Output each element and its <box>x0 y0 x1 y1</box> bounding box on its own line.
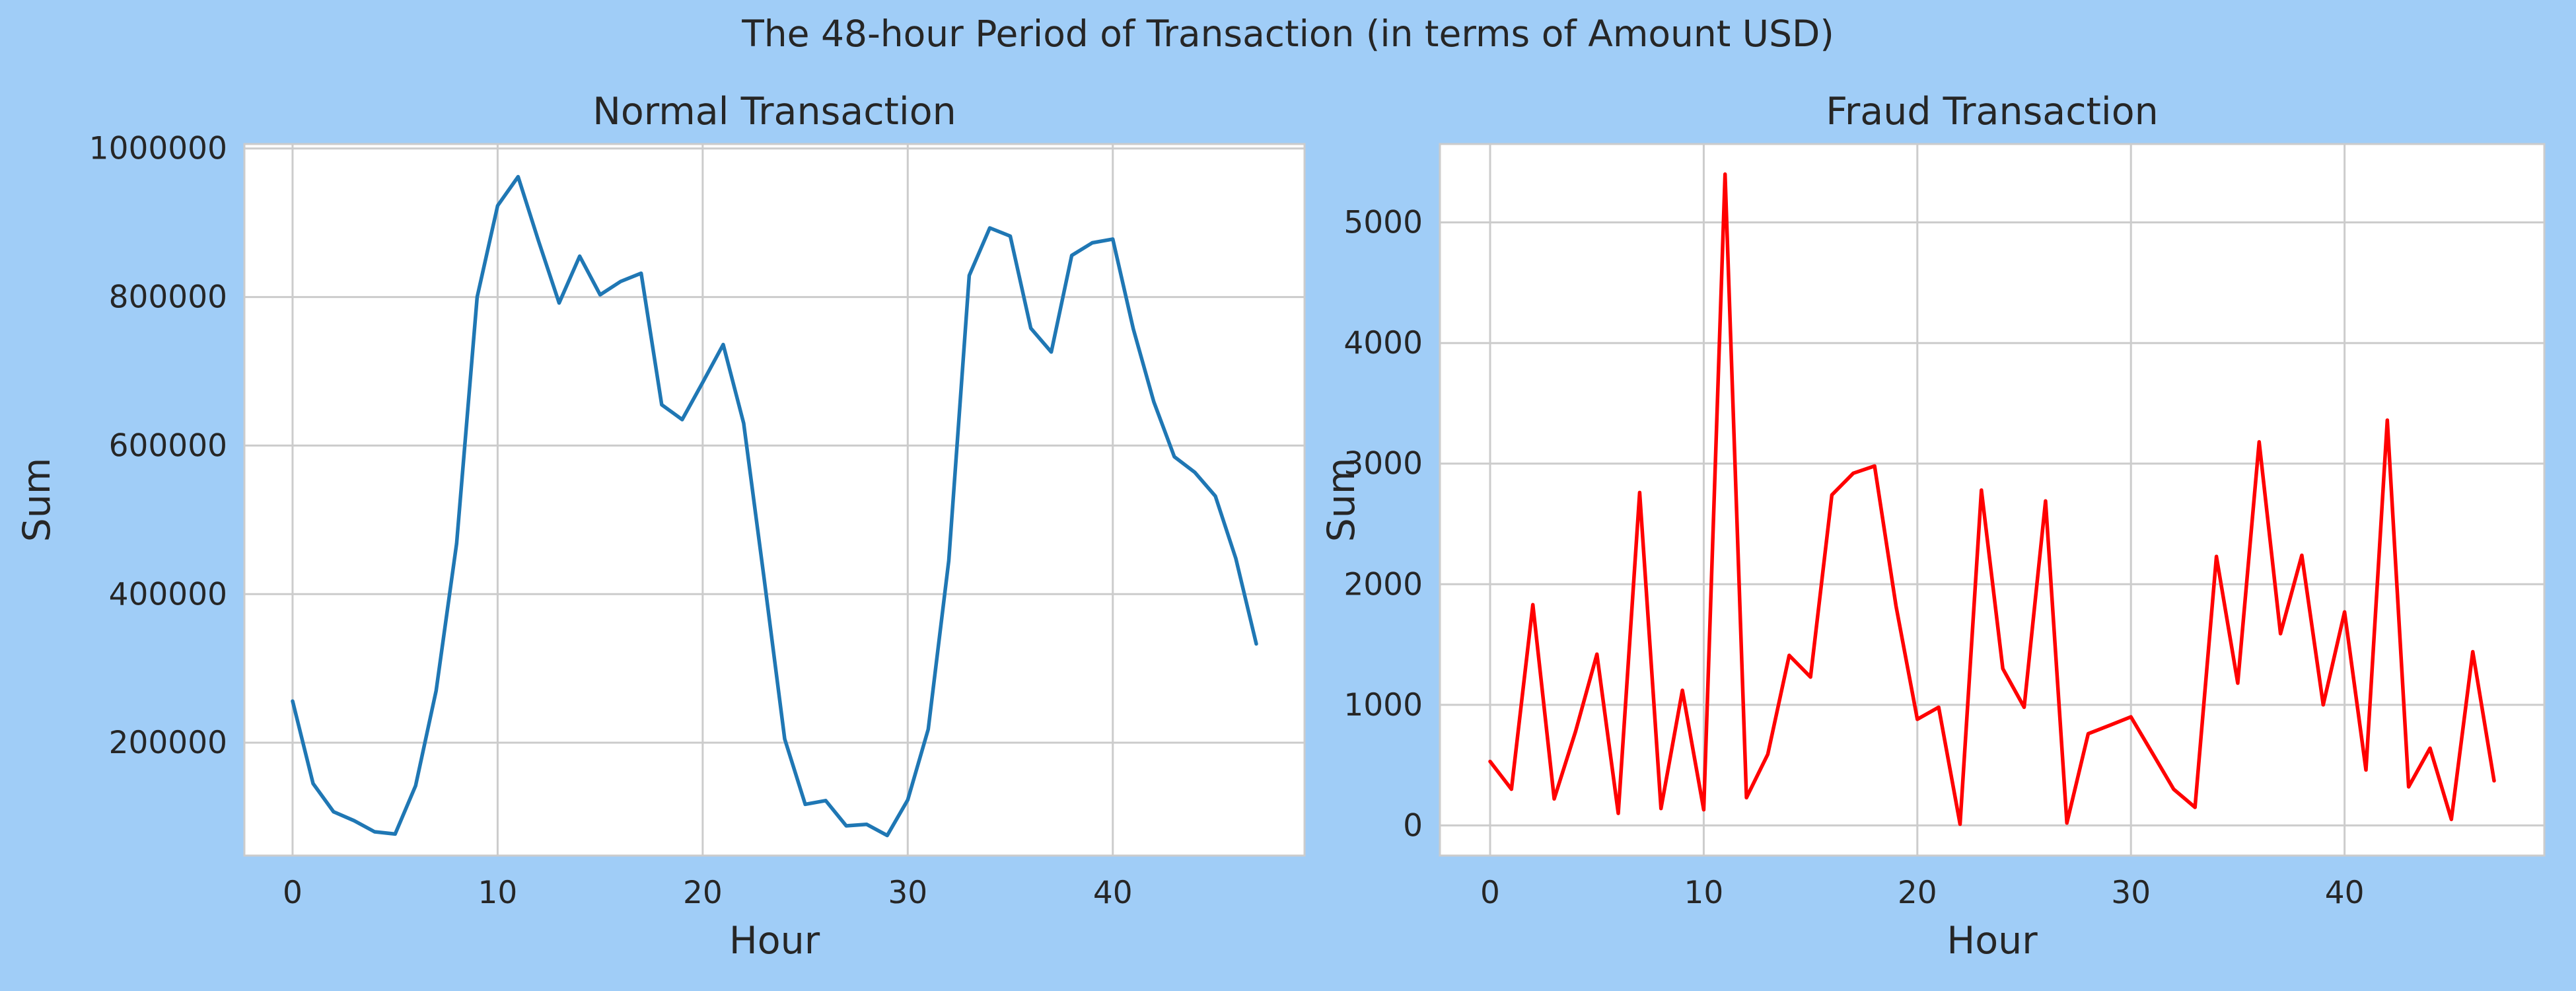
y-tick-label: 1000000 <box>89 131 227 167</box>
x-axis-label: Hour <box>729 919 820 963</box>
y-tick-label: 600000 <box>109 427 227 464</box>
x-tick-label: 40 <box>1093 875 1133 911</box>
y-tick-label: 2000 <box>1343 566 1423 603</box>
x-axis-label: Hour <box>1947 919 2038 963</box>
y-tick-label: 200000 <box>109 725 227 761</box>
y-tick-label: 5000 <box>1343 205 1423 241</box>
fraud-transaction-panel: 0 10 20 30 40 0 1000 2000 3000 4000 5000 Fraud Tran… <box>1320 90 2546 963</box>
y-tick-label: 400000 <box>109 576 227 612</box>
x-tick-label: 30 <box>888 875 927 911</box>
y-tick-label: 800000 <box>109 279 227 316</box>
x-tick-label: 30 <box>2111 875 2151 911</box>
y-tick-label: 4000 <box>1343 325 1423 361</box>
y-tick-label: 1000 <box>1343 687 1423 723</box>
x-tick-label: 20 <box>1898 875 1937 911</box>
x-tick-label: 10 <box>478 875 517 911</box>
normal-transaction-panel: 0 10 20 30 40 200000 400000 600000 800000 1000000… <box>15 90 1306 963</box>
y-tick-label: 3000 <box>1343 446 1423 482</box>
x-tick-label: 20 <box>683 875 723 911</box>
panel-title: Fraud Transaction <box>1826 90 2159 133</box>
series-line <box>1488 172 2496 826</box>
plot-area <box>1439 143 2546 857</box>
figure-title: The 48-hour Period of Transaction (in te… <box>741 13 1834 55</box>
panel-title: Normal Transaction <box>592 90 956 133</box>
x-tick-label: 40 <box>2325 875 2365 911</box>
plot-area <box>243 143 1306 857</box>
x-tick-label: 0 <box>1480 875 1500 911</box>
y-axis-label: Sum <box>15 458 59 542</box>
y-tick-label: 0 <box>1403 807 1423 844</box>
y-axis-label: Sum <box>1320 458 1363 542</box>
series-line <box>291 174 1258 838</box>
x-tick-label: 0 <box>283 875 303 911</box>
x-tick-label: 10 <box>1684 875 1723 911</box>
